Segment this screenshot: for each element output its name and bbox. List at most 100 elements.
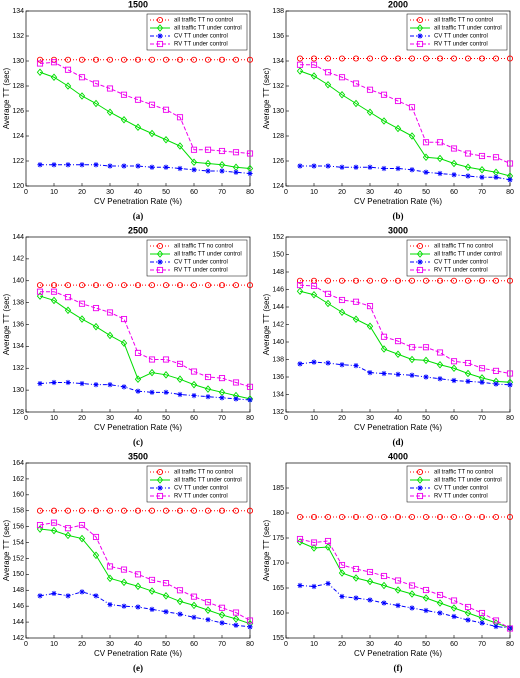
- caption: (b): [393, 211, 404, 221]
- marker: [148, 56, 156, 63]
- marker: [148, 356, 156, 363]
- marker: [324, 55, 332, 62]
- marker: [408, 590, 416, 598]
- marker: [394, 55, 402, 62]
- marker: [436, 591, 444, 599]
- y-tick-label: 148: [12, 587, 24, 594]
- marker: [134, 571, 142, 578]
- x-tick-label: 0: [284, 415, 288, 422]
- marker: [204, 282, 212, 289]
- marker: [380, 117, 388, 125]
- marker: [381, 600, 387, 606]
- marker: [366, 513, 374, 521]
- marker: [134, 96, 142, 103]
- marker: [394, 586, 402, 594]
- marker: [121, 163, 127, 169]
- legend-marker: [416, 16, 424, 24]
- x-tick-label: 10: [50, 189, 58, 196]
- legend-marker: [156, 492, 164, 500]
- marker: [325, 580, 331, 587]
- marker: [134, 375, 142, 383]
- chart-title: 2000: [388, 0, 408, 9]
- marker: [107, 163, 113, 169]
- marker: [51, 162, 57, 168]
- legend-marker: [156, 40, 164, 48]
- marker: [366, 568, 374, 576]
- marker: [37, 593, 43, 599]
- marker: [121, 384, 127, 390]
- marker: [50, 73, 58, 82]
- marker: [51, 379, 57, 386]
- marker: [120, 282, 128, 289]
- marker: [79, 162, 85, 168]
- x-axis-label: CV Penetration Rate (%): [354, 197, 442, 206]
- marker: [205, 168, 211, 174]
- marker: [176, 360, 184, 367]
- marker: [353, 363, 359, 369]
- marker: [121, 603, 127, 609]
- marker: [338, 513, 346, 521]
- marker: [395, 371, 401, 377]
- marker: [51, 590, 57, 597]
- legend-marker: [416, 250, 424, 258]
- legend-label: all traffic TT no control: [174, 244, 233, 250]
- marker: [177, 165, 183, 172]
- series-line: [300, 165, 511, 181]
- x-tick-label: 20: [338, 641, 346, 648]
- marker: [367, 597, 373, 603]
- y-tick-label: 132: [272, 83, 284, 90]
- marker: [296, 61, 304, 68]
- legend-label: all traffic TT no control: [434, 18, 493, 24]
- marker: [310, 61, 318, 68]
- marker: [380, 91, 388, 98]
- marker: [423, 169, 429, 175]
- marker: [296, 67, 304, 75]
- marker: [325, 163, 331, 169]
- marker: [352, 99, 360, 108]
- marker: [78, 315, 86, 323]
- marker: [506, 55, 514, 62]
- marker: [436, 513, 444, 521]
- legend-marker: [416, 40, 424, 48]
- marker: [380, 572, 388, 580]
- x-tick-label: 0: [284, 189, 288, 196]
- marker: [478, 55, 486, 62]
- marker: [465, 378, 471, 384]
- marker: [492, 617, 500, 624]
- marker: [232, 282, 240, 289]
- y-tick-label: 128: [12, 409, 24, 416]
- marker: [162, 507, 170, 514]
- marker: [478, 365, 486, 372]
- marker: [64, 82, 72, 90]
- marker: [422, 277, 430, 284]
- marker: [492, 513, 500, 521]
- legend-label: RV TT under control: [434, 268, 488, 274]
- marker: [380, 277, 388, 284]
- marker: [78, 534, 86, 543]
- marker: [352, 565, 360, 573]
- marker: [162, 106, 170, 113]
- legend-label: CV TT under control: [434, 34, 488, 40]
- legend-marker: [157, 259, 163, 265]
- x-tick-label: 50: [162, 189, 170, 196]
- y-tick-label: 150: [12, 571, 24, 578]
- marker: [176, 587, 184, 594]
- legend-label: all traffic TT no control: [434, 244, 493, 250]
- marker: [163, 389, 169, 395]
- marker: [423, 607, 429, 614]
- marker: [148, 576, 156, 583]
- marker: [324, 513, 332, 521]
- y-axis-label: Average TT (sec): [262, 67, 271, 129]
- marker: [450, 364, 458, 373]
- marker: [324, 290, 332, 297]
- marker: [422, 586, 430, 594]
- marker: [218, 375, 226, 382]
- marker: [176, 114, 184, 121]
- marker: [162, 592, 170, 600]
- marker: [408, 132, 416, 140]
- marker: [219, 620, 225, 626]
- marker: [232, 56, 240, 63]
- x-tick-label: 40: [394, 415, 402, 422]
- legend-label: all traffic TT under control: [174, 252, 242, 258]
- y-tick-label: 170: [272, 560, 284, 567]
